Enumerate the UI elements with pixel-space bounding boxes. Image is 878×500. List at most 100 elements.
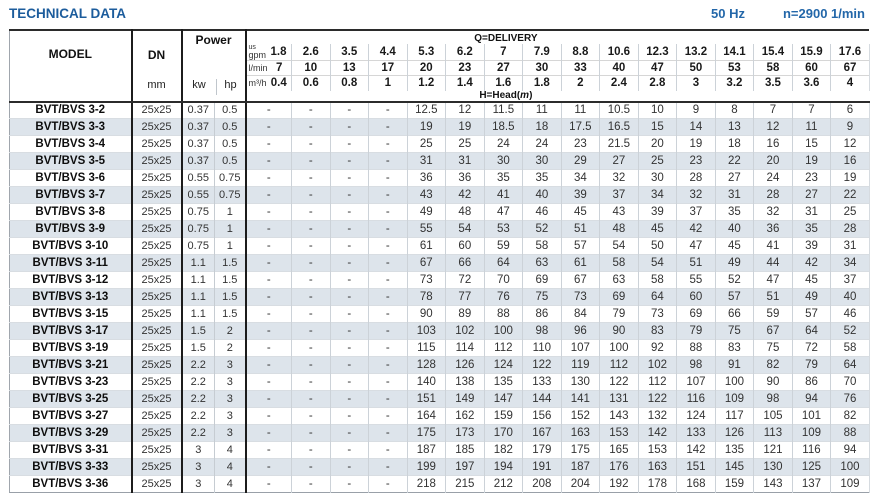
head-value-cell: 11.5: [484, 101, 524, 119]
hp-cell: 0.75: [214, 186, 247, 204]
head-value-cell: 61: [561, 254, 601, 272]
delivery-value-cell: 1.2: [407, 75, 447, 91]
dn-cell: 25x25: [130, 169, 183, 187]
head-value-cell: -: [330, 441, 370, 459]
head-value-cell: 10: [638, 101, 678, 119]
head-value-cell: 39: [638, 203, 678, 221]
head-value-cell: 75: [753, 339, 793, 357]
head-value-cell: -: [245, 288, 292, 306]
head-value-cell: 208: [522, 475, 562, 493]
head-value-cell: -: [330, 220, 370, 238]
head-value-cell: 35: [522, 169, 562, 187]
head-value-cell: -: [368, 186, 408, 204]
head-value-cell: 77: [445, 288, 485, 306]
head-value-cell: 45: [715, 237, 755, 255]
head-value-cell: -: [291, 220, 331, 238]
head-value-cell: -: [291, 169, 331, 187]
head-value-cell: 16: [753, 135, 793, 153]
head-value-cell: 84: [561, 305, 601, 323]
head-value-cell: 138: [445, 373, 485, 391]
head-value-cell: -: [245, 203, 292, 221]
table-row: BVT/BVS 3-11 25x25 1.1 1.5- - - -67 66 64 63 61 58 5…: [9, 254, 870, 272]
head-value-cell: 19: [676, 135, 716, 153]
kw-cell: 2.2: [181, 424, 215, 442]
head-value-cell: 187: [407, 441, 447, 459]
head-value-cell: 109: [792, 424, 832, 442]
head-value-cell: 70: [830, 373, 870, 391]
head-value-cell: 76: [830, 390, 870, 408]
head-value-cell: 12: [753, 118, 793, 136]
delivery-value-cell: 47: [638, 60, 678, 76]
head-value-cell: -: [245, 186, 292, 204]
head-value-cell: 31: [792, 203, 832, 221]
head-value-cell: 199: [407, 458, 447, 476]
head-value-cell: 124: [676, 407, 716, 425]
head-value-cell: 126: [715, 424, 755, 442]
head-value-cell: 19: [792, 152, 832, 170]
dn-cell: 25x25: [130, 407, 183, 425]
delivery-value-cell: 4: [830, 75, 870, 91]
head-value-cell: 43: [599, 203, 639, 221]
head-value-cell: 32: [753, 203, 793, 221]
head-value-cell: 72: [792, 339, 832, 357]
head-value-cell: 142: [676, 441, 716, 459]
delivery-value-cell: 13.2: [676, 44, 716, 61]
head-value-cell: 109: [715, 390, 755, 408]
unit-label: m³/h: [248, 77, 267, 88]
head-value-cell: -: [245, 424, 292, 442]
dn-cell: 25x25: [130, 220, 183, 238]
head-value-cell: -: [291, 373, 331, 391]
delivery-value-cell: 10: [291, 60, 331, 76]
head-value-cell: -: [291, 339, 331, 357]
head-label-prefix: H=Head(: [479, 90, 521, 101]
delivery-value-cell: 6.2: [445, 44, 485, 61]
head-value-cell: 11: [561, 101, 601, 119]
head-value-cell: -: [330, 118, 370, 136]
kw-cell: 2.2: [181, 407, 215, 425]
head-value-cell: 144: [522, 390, 562, 408]
kw-cell: 0.55: [181, 186, 215, 204]
head-value-cell: 24: [484, 135, 524, 153]
delivery-value-cell: 17.6: [830, 44, 870, 61]
head-value-cell: 162: [445, 407, 485, 425]
head-value-cell: 140: [407, 373, 447, 391]
head-value-cell: 66: [715, 305, 755, 323]
delivery-value-cell: 60: [792, 60, 832, 76]
head-value-cell: 96: [561, 322, 601, 340]
hp-cell: 0.5: [214, 118, 247, 136]
model-cell: BVT/BVS 3-2: [35, 104, 106, 117]
head-value-cell: -: [368, 169, 408, 187]
head-value-cell: 82: [753, 356, 793, 374]
hp-cell: 3: [214, 373, 247, 391]
head-value-cell: 34: [830, 254, 870, 272]
hp-cell: 0.5: [214, 152, 247, 170]
delivery-value-cell: 8.8: [561, 44, 601, 61]
table-row: BVT/BVS 3-8 25x25 0.75 1- - - -49 48 47 46 45 43 39 3…: [9, 203, 870, 221]
col-header-dn: DN mm: [131, 30, 183, 103]
dn-cell: 25x25: [130, 373, 183, 391]
table-row: BVT/BVS 3-15 25x25 1.1 1.5- - - -90 89 88 86 84 79 7…: [9, 305, 870, 323]
head-value-cell: 83: [715, 339, 755, 357]
head-value-cell: 90: [599, 322, 639, 340]
head-value-cell: 156: [522, 407, 562, 425]
head-value-cell: 50: [638, 237, 678, 255]
kw-cell: 3: [181, 458, 215, 476]
delivery-value-cell: m³/h 0.4: [245, 75, 292, 91]
head-value-cell: 89: [445, 305, 485, 323]
head-value-cell: 163: [561, 424, 601, 442]
head-value-cell: 94: [792, 390, 832, 408]
model-cell: BVT/BVS 3-29: [32, 427, 109, 439]
head-value-cell: 58: [638, 271, 678, 289]
head-value-cell: 122: [638, 390, 678, 408]
hp-cell: 1.5: [214, 271, 247, 289]
hp-cell: 4: [214, 458, 247, 476]
head-value-cell: 125: [792, 458, 832, 476]
head-value-cell: -: [330, 186, 370, 204]
head-value-cell: 49: [792, 288, 832, 306]
head-value-cell: -: [368, 390, 408, 408]
head-value-cell: 79: [792, 356, 832, 374]
delivery-value-cell: 3.2: [715, 75, 755, 91]
head-value-cell: 67: [753, 322, 793, 340]
delivery-value-cell: 3: [676, 75, 716, 91]
head-value-cell: 116: [792, 441, 832, 459]
